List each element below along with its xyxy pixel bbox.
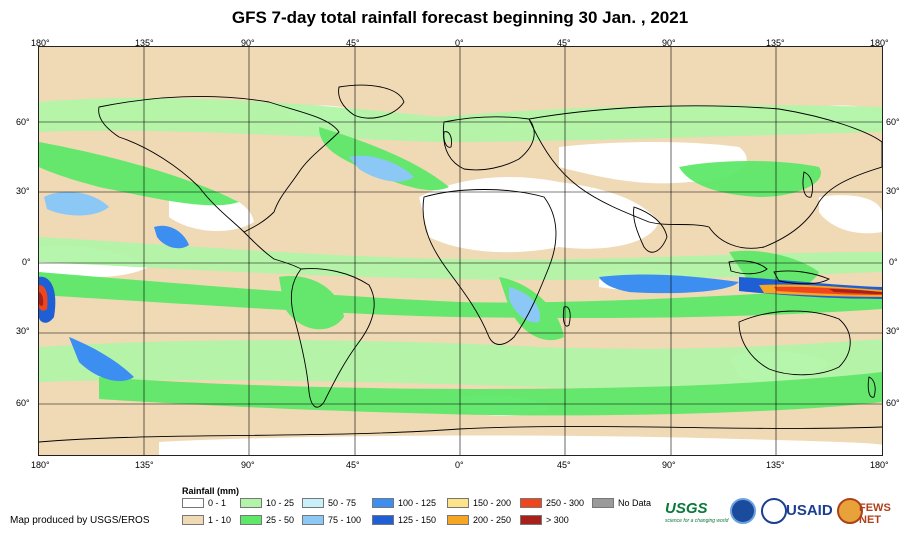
agency-logos: USGS science for a changing world USAID … [665, 496, 915, 530]
usgs-wordmark: USGS [665, 500, 708, 517]
lon-label: 180° [31, 460, 50, 470]
legend-item: 250 - 300 [520, 498, 584, 508]
lat-label: 30° [16, 326, 30, 336]
lon-label: 90° [241, 460, 255, 470]
legend-swatch [302, 515, 324, 525]
lon-label: 90° [662, 460, 676, 470]
legend-swatch [182, 498, 204, 508]
graticule [39, 47, 882, 455]
map-credit: Map produced by USGS/EROS [10, 515, 150, 526]
legend-swatch [302, 498, 324, 508]
legend-label: 125 - 150 [398, 515, 437, 525]
legend-label: 250 - 300 [546, 498, 585, 508]
lon-label: 180° [870, 460, 889, 470]
legend-title: Rainfall (mm) [182, 486, 240, 496]
legend-item: 10 - 25 [240, 498, 294, 508]
legend-swatch [372, 515, 394, 525]
noaa-logo-icon [730, 498, 756, 524]
lon-label: 135° [766, 460, 785, 470]
legend-label: 200 - 250 [473, 515, 512, 525]
legend-item: 125 - 150 [372, 515, 436, 525]
lon-label: 0° [455, 460, 464, 470]
legend-swatch [520, 498, 542, 508]
legend-label: 1 - 10 [208, 515, 232, 525]
legend-swatch [182, 515, 204, 525]
lon-label: 45° [557, 38, 571, 48]
lon-label: 180° [870, 38, 889, 48]
lat-label: 60° [886, 398, 900, 408]
legend-swatch [372, 498, 394, 508]
lon-label: 90° [662, 38, 676, 48]
legend-item: No Data [592, 498, 651, 508]
legend-item: 100 - 125 [372, 498, 436, 508]
lat-label: 60° [16, 398, 30, 408]
lon-label: 45° [346, 460, 360, 470]
lon-label: 0° [455, 38, 464, 48]
fews-net-globe-icon [837, 498, 863, 524]
legend-label: > 300 [546, 515, 569, 525]
legend-label: 75 - 100 [328, 515, 362, 525]
legend-swatch [447, 515, 469, 525]
lon-label: 90° [241, 38, 255, 48]
lat-label: 30° [886, 326, 900, 336]
heavy-rain-areas [39, 155, 882, 382]
legend-item: > 300 [520, 515, 569, 525]
rainfall-map [38, 46, 883, 456]
legend-label: 100 - 125 [398, 498, 437, 508]
lat-label: 60° [16, 117, 30, 127]
legend-swatch [240, 515, 262, 525]
lat-label: 0° [22, 257, 31, 267]
legend-label: 0 - 1 [208, 498, 227, 508]
lon-label: 135° [135, 38, 154, 48]
legend-label: 25 - 50 [266, 515, 295, 525]
legend-item: 150 - 200 [447, 498, 511, 508]
lon-label: 135° [766, 38, 785, 48]
lat-label: 30° [886, 186, 900, 196]
lat-label: 0° [889, 257, 898, 267]
legend-item: 200 - 250 [447, 515, 511, 525]
map-title: GFS 7-day total rainfall forecast beginn… [231, 8, 689, 27]
legend-item: 0 - 1 [182, 498, 226, 508]
legend-swatch [592, 498, 614, 508]
lon-label: 135° [135, 460, 154, 470]
rainfall-map-canvas [39, 47, 882, 455]
legend-item: 50 - 75 [302, 498, 356, 508]
lat-label: 60° [886, 117, 900, 127]
legend-item: 1 - 10 [182, 515, 231, 525]
usaid-wordmark: USAID [786, 502, 833, 519]
legend-item: 25 - 50 [240, 515, 294, 525]
extreme-rain-areas [39, 284, 882, 311]
legend-swatch [520, 515, 542, 525]
lon-label: 180° [31, 38, 50, 48]
usgs-tagline: science for a changing world [665, 518, 729, 524]
usaid-seal-icon [761, 498, 787, 524]
legend-swatch [447, 498, 469, 508]
legend-label: 150 - 200 [473, 498, 512, 508]
usgs-logo: USGS science for a changing world [665, 500, 728, 524]
fews-net-wordmark: FEWS NET [859, 502, 891, 526]
legend-label: 10 - 25 [266, 498, 295, 508]
lon-label: 45° [557, 460, 571, 470]
lon-label: 45° [346, 38, 360, 48]
legend-item: 75 - 100 [302, 515, 361, 525]
legend-label: No Data [618, 498, 652, 508]
lat-label: 30° [16, 186, 30, 196]
continent-outlines [39, 84, 882, 443]
legend-label: 50 - 75 [328, 498, 357, 508]
legend-swatch [240, 498, 262, 508]
